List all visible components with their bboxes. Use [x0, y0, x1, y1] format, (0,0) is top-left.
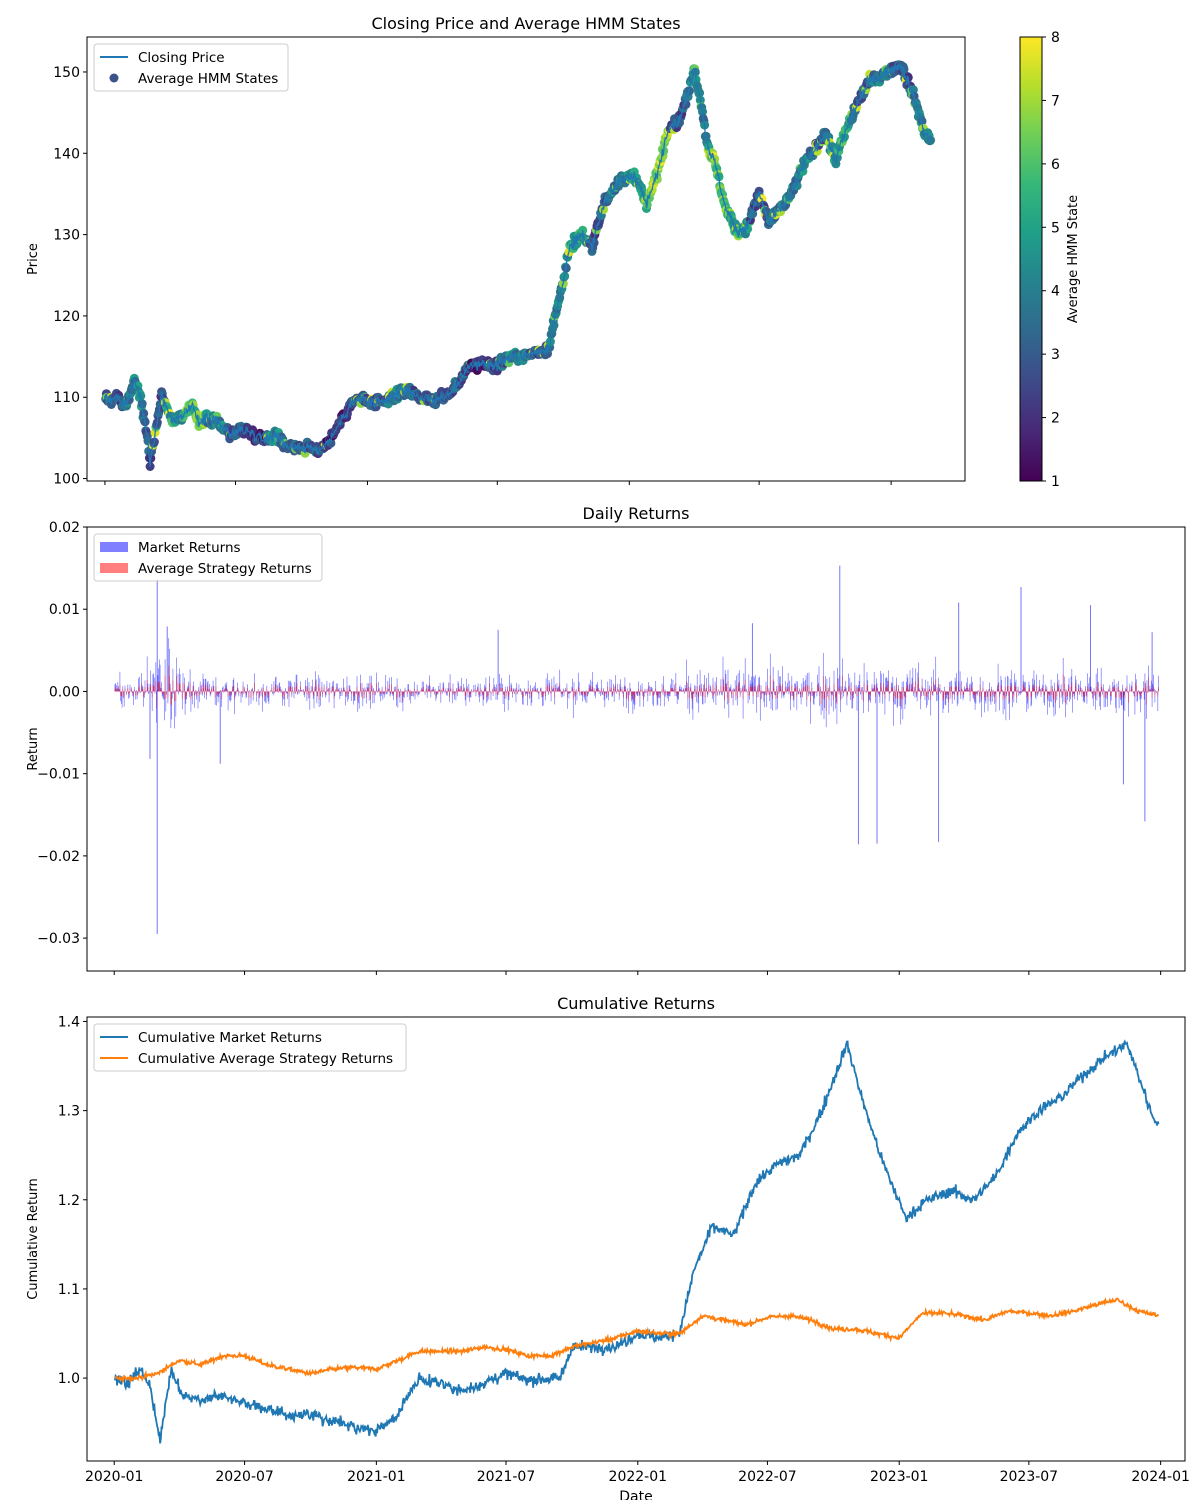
colorbar-tick-label: 6 [1051, 157, 1060, 173]
legend-marker [109, 73, 119, 83]
y-tick-label: −0.01 [37, 767, 80, 783]
y-tick-label: 1.3 [58, 1104, 80, 1120]
return-bars [114, 565, 1159, 934]
x-tick-label: 2022-07 [738, 1469, 797, 1485]
chart-2: 1.0 1.1 1.2 1.3 1.4 2020-01 2020-07 2021-01 2021… [26, 994, 1190, 1500]
y-axis-label: Price [26, 243, 41, 275]
y-tick-label: 1.0 [58, 1371, 80, 1387]
y-axis-label: Cumulative Return [26, 1178, 41, 1299]
y-tick-label: 0.02 [49, 520, 80, 536]
colorbar-tick-label: 8 [1051, 30, 1060, 46]
x-tick-label: 2024-01 [1131, 1469, 1190, 1485]
cumulative-strategy-line [114, 1296, 1160, 1384]
y-tick-label: 100 [53, 472, 80, 488]
x-tick-label: 2022-01 [609, 1469, 668, 1485]
legend-swatch [100, 563, 128, 573]
legend-label: Cumulative Average Strategy Returns [138, 1051, 393, 1067]
colorbar-tick-label: 7 [1051, 93, 1060, 109]
x-tick-label: 2021-07 [477, 1469, 536, 1485]
legend: Cumulative Market Returns Cumulative Aver… [93, 1023, 407, 1072]
colorbar-bar [1019, 36, 1043, 482]
x-tick-label: 2020-07 [215, 1469, 274, 1485]
colorbar-label: Average HMM State [1066, 195, 1081, 323]
y-tick-label: 110 [53, 390, 80, 406]
chart-title: Closing Price and Average HMM States [371, 14, 680, 33]
x-tick-label: 2023-07 [1000, 1469, 1059, 1485]
x-axis-label: Date [619, 1489, 652, 1500]
y-tick-label: 150 [53, 65, 80, 81]
x-tick-label: 2023-01 [870, 1469, 929, 1485]
y-tick-label: −0.03 [37, 931, 80, 947]
y-tick-label: −0.02 [37, 849, 80, 865]
legend: Closing Price Average HMM States [93, 43, 289, 92]
x-tick-label: 2021-01 [347, 1469, 406, 1485]
legend: Market Returns Average Strategy Returns [93, 533, 323, 582]
legend-label: Cumulative Market Returns [138, 1030, 322, 1046]
legend-label: Market Returns [138, 540, 241, 556]
legend-frame [93, 43, 289, 92]
legend-label: Closing Price [138, 50, 225, 66]
closing-price-line [105, 62, 931, 467]
y-tick-label: 1.2 [58, 1193, 80, 1209]
y-axis-label: Return [26, 727, 41, 770]
plot-area-frame [86, 526, 1186, 972]
y-tick-label: 0.01 [49, 602, 80, 618]
legend-swatch [100, 542, 128, 552]
chart-title: Cumulative Returns [557, 994, 715, 1013]
chart-1: −0.03 −0.02 −0.01 0.00 0.01 0.02 Daily Returns… [26, 504, 1186, 975]
colorbar-tick-label: 3 [1051, 347, 1060, 363]
y-tick-label: 130 [53, 228, 80, 244]
y-tick-label: 1.4 [58, 1014, 80, 1030]
plot-area-frame [86, 1016, 1186, 1462]
plot-area-frame [86, 36, 966, 482]
legend-frame [93, 1023, 407, 1072]
colorbar: 1 2 3 4 5 6 7 8 Average HMM State [1019, 30, 1081, 490]
colorbar-tick-label: 5 [1051, 220, 1060, 236]
colorbar-tick-label: 4 [1051, 284, 1060, 300]
colorbar-tick-label: 2 [1051, 411, 1060, 427]
y-tick-label: 140 [53, 146, 80, 162]
y-tick-label: 0.00 [49, 684, 80, 700]
y-tick-label: 120 [53, 309, 80, 325]
chart-title: Daily Returns [583, 504, 690, 523]
y-tick-label: 1.1 [58, 1282, 80, 1298]
legend-label: Average Strategy Returns [138, 561, 312, 577]
legend-frame [93, 533, 323, 582]
colorbar-tick-label: 1 [1051, 474, 1060, 490]
legend-label: Average HMM States [138, 71, 278, 87]
chart-0: 100 110 120 130 140 150 Closing Price and Aver… [26, 14, 966, 488]
x-tick-label: 2020-01 [85, 1469, 144, 1485]
